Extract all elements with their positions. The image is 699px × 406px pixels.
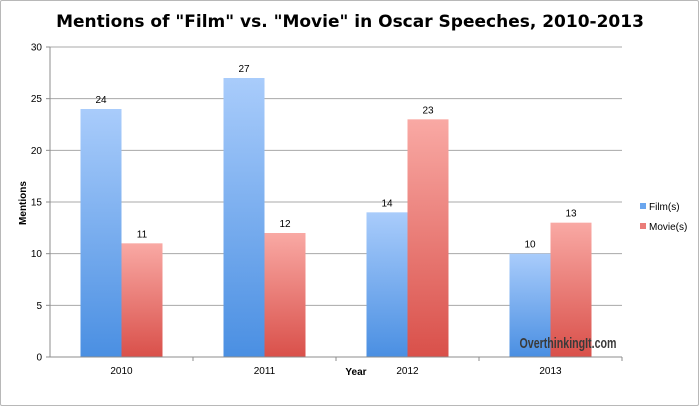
x-tick-label-2013: 2013 bbox=[539, 366, 562, 377]
bar-movie-2013 bbox=[550, 222, 592, 357]
legend-swatch-movie bbox=[640, 223, 646, 229]
y-tick-label: 15 bbox=[31, 198, 43, 209]
bar-film-2011 bbox=[223, 78, 265, 357]
bar-movie-2012 bbox=[407, 119, 449, 357]
chart-title: Mentions of "Film" vs. "Movie" in Oscar … bbox=[56, 12, 644, 32]
legend: Film(s) Movie(s) bbox=[640, 202, 687, 233]
bars bbox=[80, 78, 592, 357]
data-label: 14 bbox=[381, 198, 393, 209]
x-tick-label-2011: 2011 bbox=[254, 366, 276, 377]
x-tick-label-2010: 2010 bbox=[110, 366, 133, 377]
bar-film-2012 bbox=[366, 212, 408, 357]
y-tick-label: 30 bbox=[31, 43, 43, 54]
y-tick-label: 5 bbox=[36, 301, 42, 312]
bar-film-2013 bbox=[509, 253, 551, 357]
axes: 0 5 10 15 20 25 30 2010 2011 2012 2013 bbox=[31, 43, 623, 377]
y-tick-label: 25 bbox=[31, 94, 43, 105]
data-label: 27 bbox=[238, 64, 250, 75]
x-tick-label-2012: 2012 bbox=[396, 366, 419, 377]
y-tick-label: 0 bbox=[36, 353, 42, 364]
bar-movie-2010 bbox=[121, 243, 163, 357]
x-axis-title: Year bbox=[345, 367, 366, 378]
legend-swatch-film bbox=[640, 203, 646, 209]
data-label: 10 bbox=[524, 240, 536, 251]
y-tick-label: 10 bbox=[31, 249, 43, 260]
legend-label-movie: Movie(s) bbox=[649, 222, 687, 233]
data-label: 23 bbox=[422, 105, 434, 116]
data-label: 13 bbox=[565, 209, 577, 220]
y-axis-title: Mentions bbox=[18, 181, 29, 225]
data-labels: 24 11 27 12 14 23 10 13 bbox=[95, 64, 577, 251]
watermark-logo: OverthinkingIt.com bbox=[520, 335, 617, 352]
bar-film-2010 bbox=[80, 109, 122, 357]
legend-label-film: Film(s) bbox=[649, 202, 680, 213]
data-label: 24 bbox=[95, 95, 107, 106]
bar-movie-2011 bbox=[264, 233, 306, 357]
y-tick-label: 20 bbox=[31, 146, 43, 157]
data-label: 11 bbox=[137, 229, 148, 240]
data-label: 12 bbox=[279, 219, 291, 230]
